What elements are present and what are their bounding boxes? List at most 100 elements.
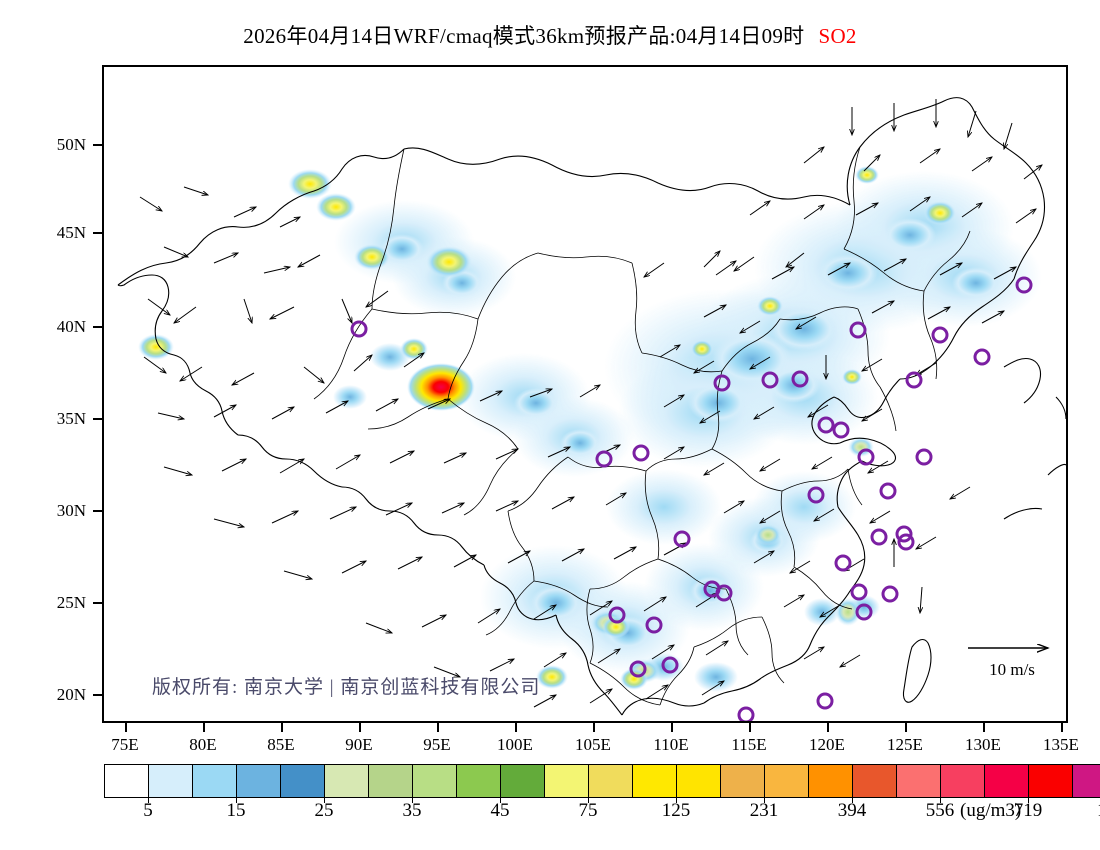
x-axis-label-75e: 75E (111, 735, 139, 754)
y-tick-25n (93, 602, 102, 604)
y-axis-label-40n: 40N (56, 317, 86, 336)
colorbar-label-394: 394 (837, 800, 867, 821)
colorbar-cell-20 (985, 765, 1029, 797)
colorbar-cell-3 (237, 765, 281, 797)
y-axis-label-45n: 45N (56, 223, 86, 242)
x-tick-90e (359, 723, 361, 732)
colorbar-cell-19 (941, 765, 985, 797)
colorbar-cell-10 (545, 765, 589, 797)
y-tick-20n (93, 694, 102, 696)
colorbar-tick-35 (412, 797, 413, 803)
monitoring-station-markers (350, 276, 1033, 721)
colorbar-label-125: 125 (661, 800, 691, 821)
colorbar-cell-8 (457, 765, 501, 797)
colorbar-label-35: 35 (402, 800, 422, 821)
x-axis-label-105e: 105E (575, 735, 611, 754)
x-tick-95e (437, 723, 439, 732)
x-tick-110e (671, 723, 673, 732)
x-tick-125e (905, 723, 907, 732)
colorbar-cell-6 (369, 765, 413, 797)
colorbar-cell-17 (853, 765, 897, 797)
y-tick-50n (93, 144, 102, 146)
x-tick-135e (1061, 723, 1063, 732)
y-tick-45n (93, 232, 102, 234)
colorbar-label-15: 15 (226, 800, 246, 821)
colorbar-cell-21 (1029, 765, 1073, 797)
x-tick-80e (203, 723, 205, 732)
colorbar-cell-11 (589, 765, 633, 797)
colorbar-cell-2 (193, 765, 237, 797)
x-tick-85e (281, 723, 283, 732)
colorbar-tick-394 (852, 797, 853, 803)
colorbar-label-556: 556 (925, 800, 955, 821)
colorbar-tick-556 (940, 797, 941, 803)
y-axis-label-50n: 50N (56, 135, 86, 154)
colorbar-cell-13 (677, 765, 721, 797)
wind-scale-label: 10 m/s (989, 660, 1035, 679)
title-text: 2026年04月14日WRF/cmaq模式36km预报产品:04月14日09时 (243, 24, 805, 48)
x-axis-label-135e: 135E (1043, 735, 1079, 754)
colorbar-cell-0 (105, 765, 149, 797)
x-axis-label-90e: 90E (345, 735, 373, 754)
copyright-watermark: 版权所有: 南京大学 | 南京创蓝科技有限公司 (152, 677, 541, 698)
colorbar-tick-5 (148, 797, 149, 803)
chart-title: 2026年04月14日WRF/cmaq模式36km预报产品:04月14日09时 S… (0, 20, 1100, 50)
peak-hotspot (407, 363, 475, 411)
wind-scale-key: 10 m/s (962, 636, 1062, 682)
colorbar-label-231: 231 (749, 800, 779, 821)
y-tick-30n (93, 510, 102, 512)
x-tick-130e (983, 723, 985, 732)
colorbar-tick-231 (764, 797, 765, 803)
colorbar-cell-15 (765, 765, 809, 797)
x-axis-label-130e: 130E (965, 735, 1001, 754)
x-tick-75e (125, 723, 127, 732)
colorbar-tick-75 (588, 797, 589, 803)
y-axis-label-35n: 35N (56, 409, 86, 428)
x-tick-105e (593, 723, 595, 732)
species-label: SO2 (818, 24, 857, 48)
colorbar-label-5: 5 (143, 800, 153, 821)
colorbar-cell-12 (633, 765, 677, 797)
china-map-svg (117, 97, 1066, 721)
colorbar-label-25: 25 (314, 800, 334, 821)
colorbar-cell-1 (149, 765, 193, 797)
x-axis-label-120e: 120E (809, 735, 845, 754)
x-tick-120e (827, 723, 829, 732)
y-axis-label-30n: 30N (56, 501, 86, 520)
colorbar-label-719: 719 (1013, 800, 1043, 821)
so2-concentration-field (138, 166, 1042, 692)
y-tick-35n (93, 418, 102, 420)
y-tick-40n (93, 326, 102, 328)
colorbar-unit: (ug/m3) (960, 800, 1022, 821)
x-axis-label-85e: 85E (267, 735, 295, 754)
x-axis-label-100e: 100E (497, 735, 533, 754)
colorbar (104, 764, 1100, 798)
colorbar-label-75: 75 (578, 800, 598, 821)
colorbar-tick-719 (1028, 797, 1029, 803)
colorbar-cell-4 (281, 765, 325, 797)
colorbar-tick-25 (324, 797, 325, 803)
coastline-and-border (117, 97, 1066, 716)
colorbar-cell-22 (1073, 765, 1100, 797)
colorbar-cell-14 (721, 765, 765, 797)
colorbar-cell-9 (501, 765, 545, 797)
colorbar-label-45: 45 (490, 800, 510, 821)
y-axis-label-25n: 25N (56, 593, 86, 612)
colorbar-cell-5 (325, 765, 369, 797)
x-tick-115e (749, 723, 751, 732)
x-axis-label-110e: 110E (653, 735, 689, 754)
wind-vector-field (139, 99, 1042, 708)
wind-arrow-icon (968, 636, 1062, 660)
map-plot-area (102, 65, 1068, 723)
x-axis-label-80e: 80E (189, 735, 217, 754)
colorbar-tick-125 (676, 797, 677, 803)
province-boundaries (313, 146, 971, 706)
colorbar-cell-7 (413, 765, 457, 797)
x-axis-label-115e: 115E (731, 735, 767, 754)
x-axis-label-125e: 125E (887, 735, 923, 754)
colorbar-label-1000: 1000 (1081, 800, 1100, 822)
x-tick-100e (515, 723, 517, 732)
colorbar-tick-45 (500, 797, 501, 803)
colorbar-cell-18 (897, 765, 941, 797)
colorbar-tick-15 (236, 797, 237, 803)
